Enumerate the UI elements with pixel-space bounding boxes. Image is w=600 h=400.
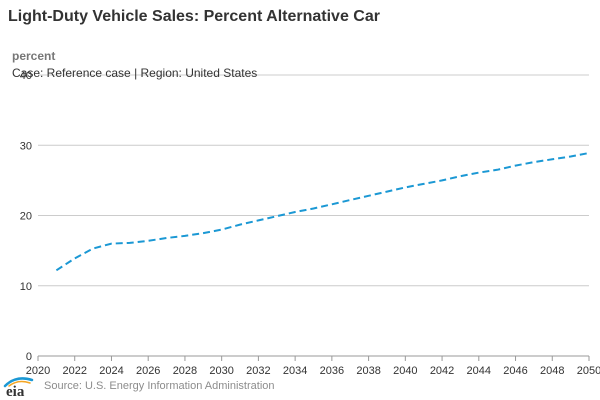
grid-layer: [38, 74, 589, 357]
data-point[interactable]: [401, 183, 409, 191]
logo-text: eia: [6, 384, 25, 398]
data-point[interactable]: [71, 254, 79, 262]
data-point[interactable]: [456, 172, 464, 180]
x-tick-label: 2042: [430, 365, 454, 377]
x-tick-label: 2050: [577, 365, 600, 377]
data-point[interactable]: [548, 155, 556, 163]
x-tick-label: 2026: [136, 365, 160, 377]
data-point[interactable]: [199, 229, 207, 237]
y-tick-label: 40: [20, 70, 32, 82]
y-tick-label: 20: [20, 211, 32, 223]
x-tick-label: 2020: [26, 365, 50, 377]
data-point[interactable]: [512, 162, 520, 170]
logo-arc-icon: [3, 377, 34, 388]
data-point[interactable]: [144, 237, 152, 245]
data-point[interactable]: [52, 266, 60, 274]
data-point[interactable]: [273, 212, 281, 220]
source-note: Source: U.S. Energy Information Administ…: [44, 380, 275, 392]
data-point[interactable]: [420, 180, 428, 188]
chart-title: Light-Duty Vehicle Sales: Percent Altern…: [8, 8, 380, 25]
data-point[interactable]: [181, 232, 189, 240]
data-point[interactable]: [383, 188, 391, 196]
x-tick-label: 2022: [62, 365, 86, 377]
data-point[interactable]: [163, 234, 171, 242]
x-tick-label: 2034: [283, 365, 307, 377]
x-tick-label: 2040: [393, 365, 417, 377]
data-point[interactable]: [310, 204, 318, 212]
x-tick-label: 2038: [356, 365, 380, 377]
data-point[interactable]: [530, 158, 538, 166]
x-tick-label: 2044: [467, 365, 491, 377]
data-point[interactable]: [218, 226, 226, 234]
data-point[interactable]: [475, 169, 483, 177]
data-point[interactable]: [126, 239, 134, 247]
data-point[interactable]: [567, 152, 575, 160]
data-point[interactable]: [89, 245, 97, 253]
x-tick-label: 2024: [99, 365, 123, 377]
series-layer: [52, 149, 593, 274]
data-point[interactable]: [438, 176, 446, 184]
data-point[interactable]: [346, 196, 354, 204]
y-tick-label: 10: [20, 281, 32, 293]
chart-subtitle: Case: Reference case | Region: United St…: [12, 66, 258, 80]
data-point[interactable]: [365, 192, 373, 200]
x-tick-label: 2048: [540, 365, 564, 377]
x-tick-label: 2028: [173, 365, 197, 377]
data-point[interactable]: [107, 240, 115, 248]
data-point[interactable]: [585, 149, 593, 157]
y-axis-unit: percent: [12, 49, 56, 63]
y-tick-label: 30: [20, 140, 32, 152]
data-point[interactable]: [328, 200, 336, 208]
series-line: [55, 152, 590, 272]
eia-logo: eia: [3, 377, 34, 398]
data-point[interactable]: [236, 221, 244, 229]
y-tick-label: 0: [26, 351, 32, 363]
data-point[interactable]: [291, 208, 299, 216]
data-point[interactable]: [493, 166, 501, 174]
logo-arc-accent-icon: [8, 380, 31, 387]
x-tick-label: 2036: [320, 365, 344, 377]
x-tick-label: 2046: [503, 365, 527, 377]
x-tick-label: 2032: [246, 365, 270, 377]
data-point[interactable]: [254, 216, 262, 224]
x-tick-label: 2030: [209, 365, 233, 377]
